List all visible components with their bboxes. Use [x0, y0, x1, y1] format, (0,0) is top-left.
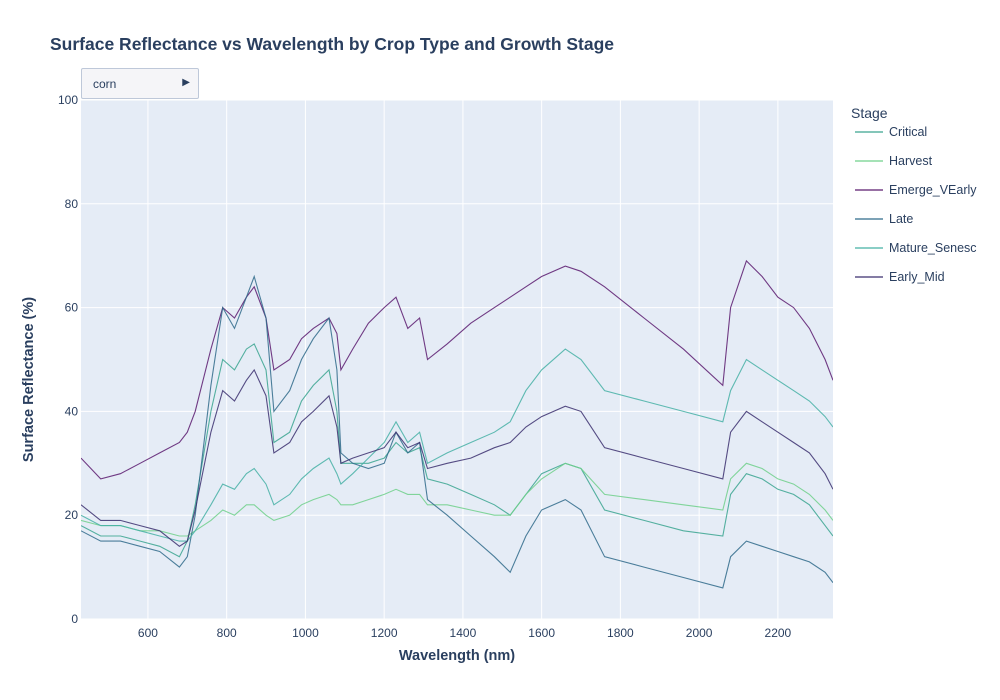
y-tick-label: 100: [58, 93, 78, 107]
series-layer: [81, 259, 833, 589]
legend-label: Harvest: [889, 154, 933, 168]
x-axis-title: Wavelength (nm): [399, 648, 515, 664]
series-line: [81, 462, 833, 537]
series-line: [81, 368, 833, 547]
x-tick-label: 1000: [292, 626, 319, 640]
x-tick-label: 1200: [371, 626, 398, 640]
series-line: [81, 343, 833, 558]
x-tick-label: 1800: [607, 626, 634, 640]
dropdown-arrow-icon: ▶: [182, 77, 190, 88]
legend-label: Mature_Senesc: [889, 241, 977, 255]
y-axis-title: Surface Reflectance (%): [21, 297, 37, 462]
legend-title: Stage: [851, 105, 888, 121]
y-tick-label: 80: [65, 197, 79, 211]
x-tick-label: 2200: [765, 626, 792, 640]
legend-label: Emerge_VEarly: [889, 183, 977, 197]
legend-label: Early_Mid: [889, 270, 945, 284]
x-tick-label: 2000: [686, 626, 713, 640]
ticks-layer: 600 800 1000 1200 1400 1600 1800 2000 2200 0 20 40 6…: [58, 93, 792, 640]
y-tick-label: 0: [71, 612, 78, 626]
legend-label: Late: [889, 212, 913, 226]
plot-background: [81, 100, 833, 619]
chart-title: Surface Reflectance vs Wavelength by Cro…: [50, 34, 615, 54]
grid-layer: [81, 99, 833, 620]
x-tick-label: 1400: [450, 626, 477, 640]
y-tick-label: 60: [65, 301, 79, 315]
crop-type-dropdown[interactable]: corn ▶: [81, 68, 199, 99]
x-tick-label: 600: [138, 626, 158, 640]
x-tick-label: 800: [217, 626, 237, 640]
legend: Stage Critical Harvest Emerge_VEarly Late Ma…: [851, 105, 977, 284]
series-lines: [81, 259, 833, 589]
y-tick-label: 20: [65, 508, 79, 522]
series-line: [81, 274, 833, 589]
y-tick-label: 40: [65, 404, 79, 418]
legend-label: Critical: [889, 125, 927, 139]
series-line: [81, 348, 833, 542]
series-line: [81, 259, 833, 480]
dropdown-selected-label: corn: [93, 77, 117, 91]
x-tick-label: 1600: [528, 626, 555, 640]
